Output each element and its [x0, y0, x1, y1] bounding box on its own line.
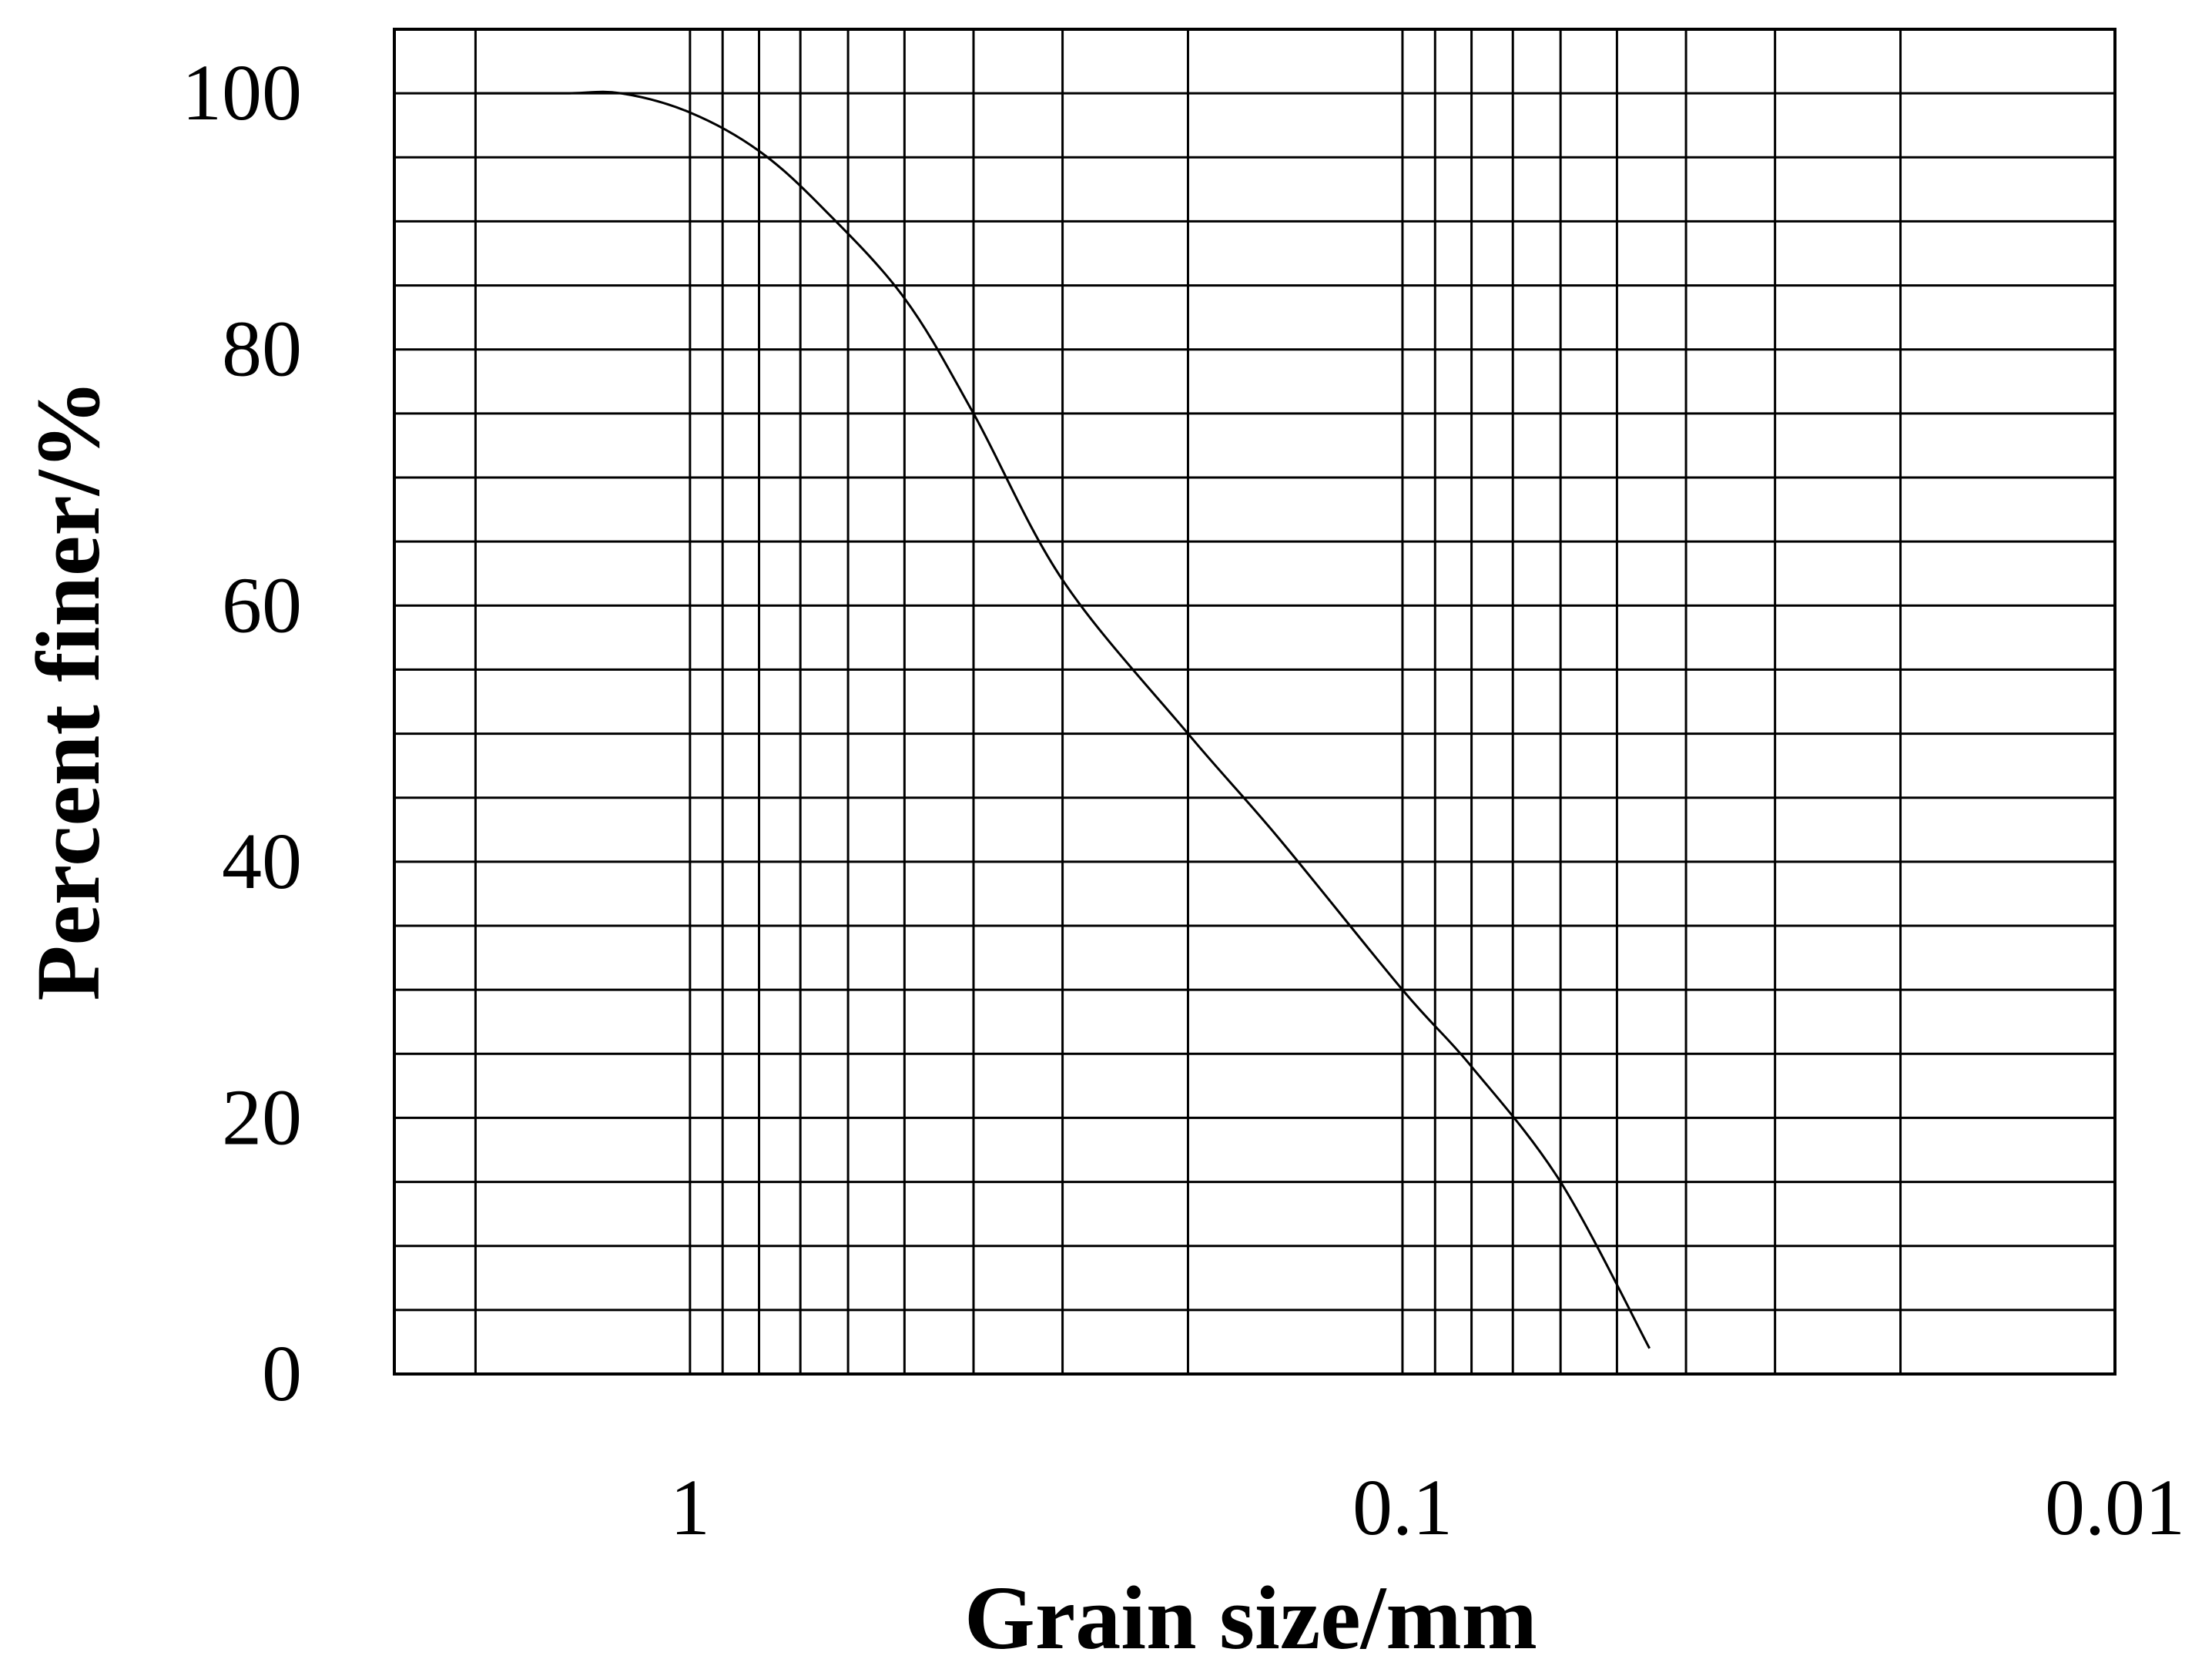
plot-frame [393, 28, 2116, 1376]
grid [394, 29, 2115, 1374]
x-tick-label: 1 [670, 1463, 710, 1552]
y-axis-title: Percent finer/% [18, 379, 119, 1000]
series-line [475, 90, 1651, 1349]
x-tick-labels: 1 0.1 0.01 [670, 1463, 2185, 1552]
y-tick-label: 40 [222, 817, 302, 906]
y-tick-label: 20 [222, 1073, 302, 1161]
y-tick-labels: 0 20 40 60 80 100 [182, 49, 302, 1418]
y-tick-label: 100 [182, 49, 302, 137]
x-axis-title: Grain size/mm [964, 1567, 1537, 1668]
y-tick-label: 0 [262, 1329, 302, 1418]
x-tick-label: 0.01 [2045, 1463, 2185, 1552]
x-tick-label: 0.1 [1352, 1463, 1453, 1552]
y-tick-label: 60 [222, 561, 302, 649]
series-layer [475, 90, 1651, 1349]
y-tick-label: 80 [222, 305, 302, 394]
